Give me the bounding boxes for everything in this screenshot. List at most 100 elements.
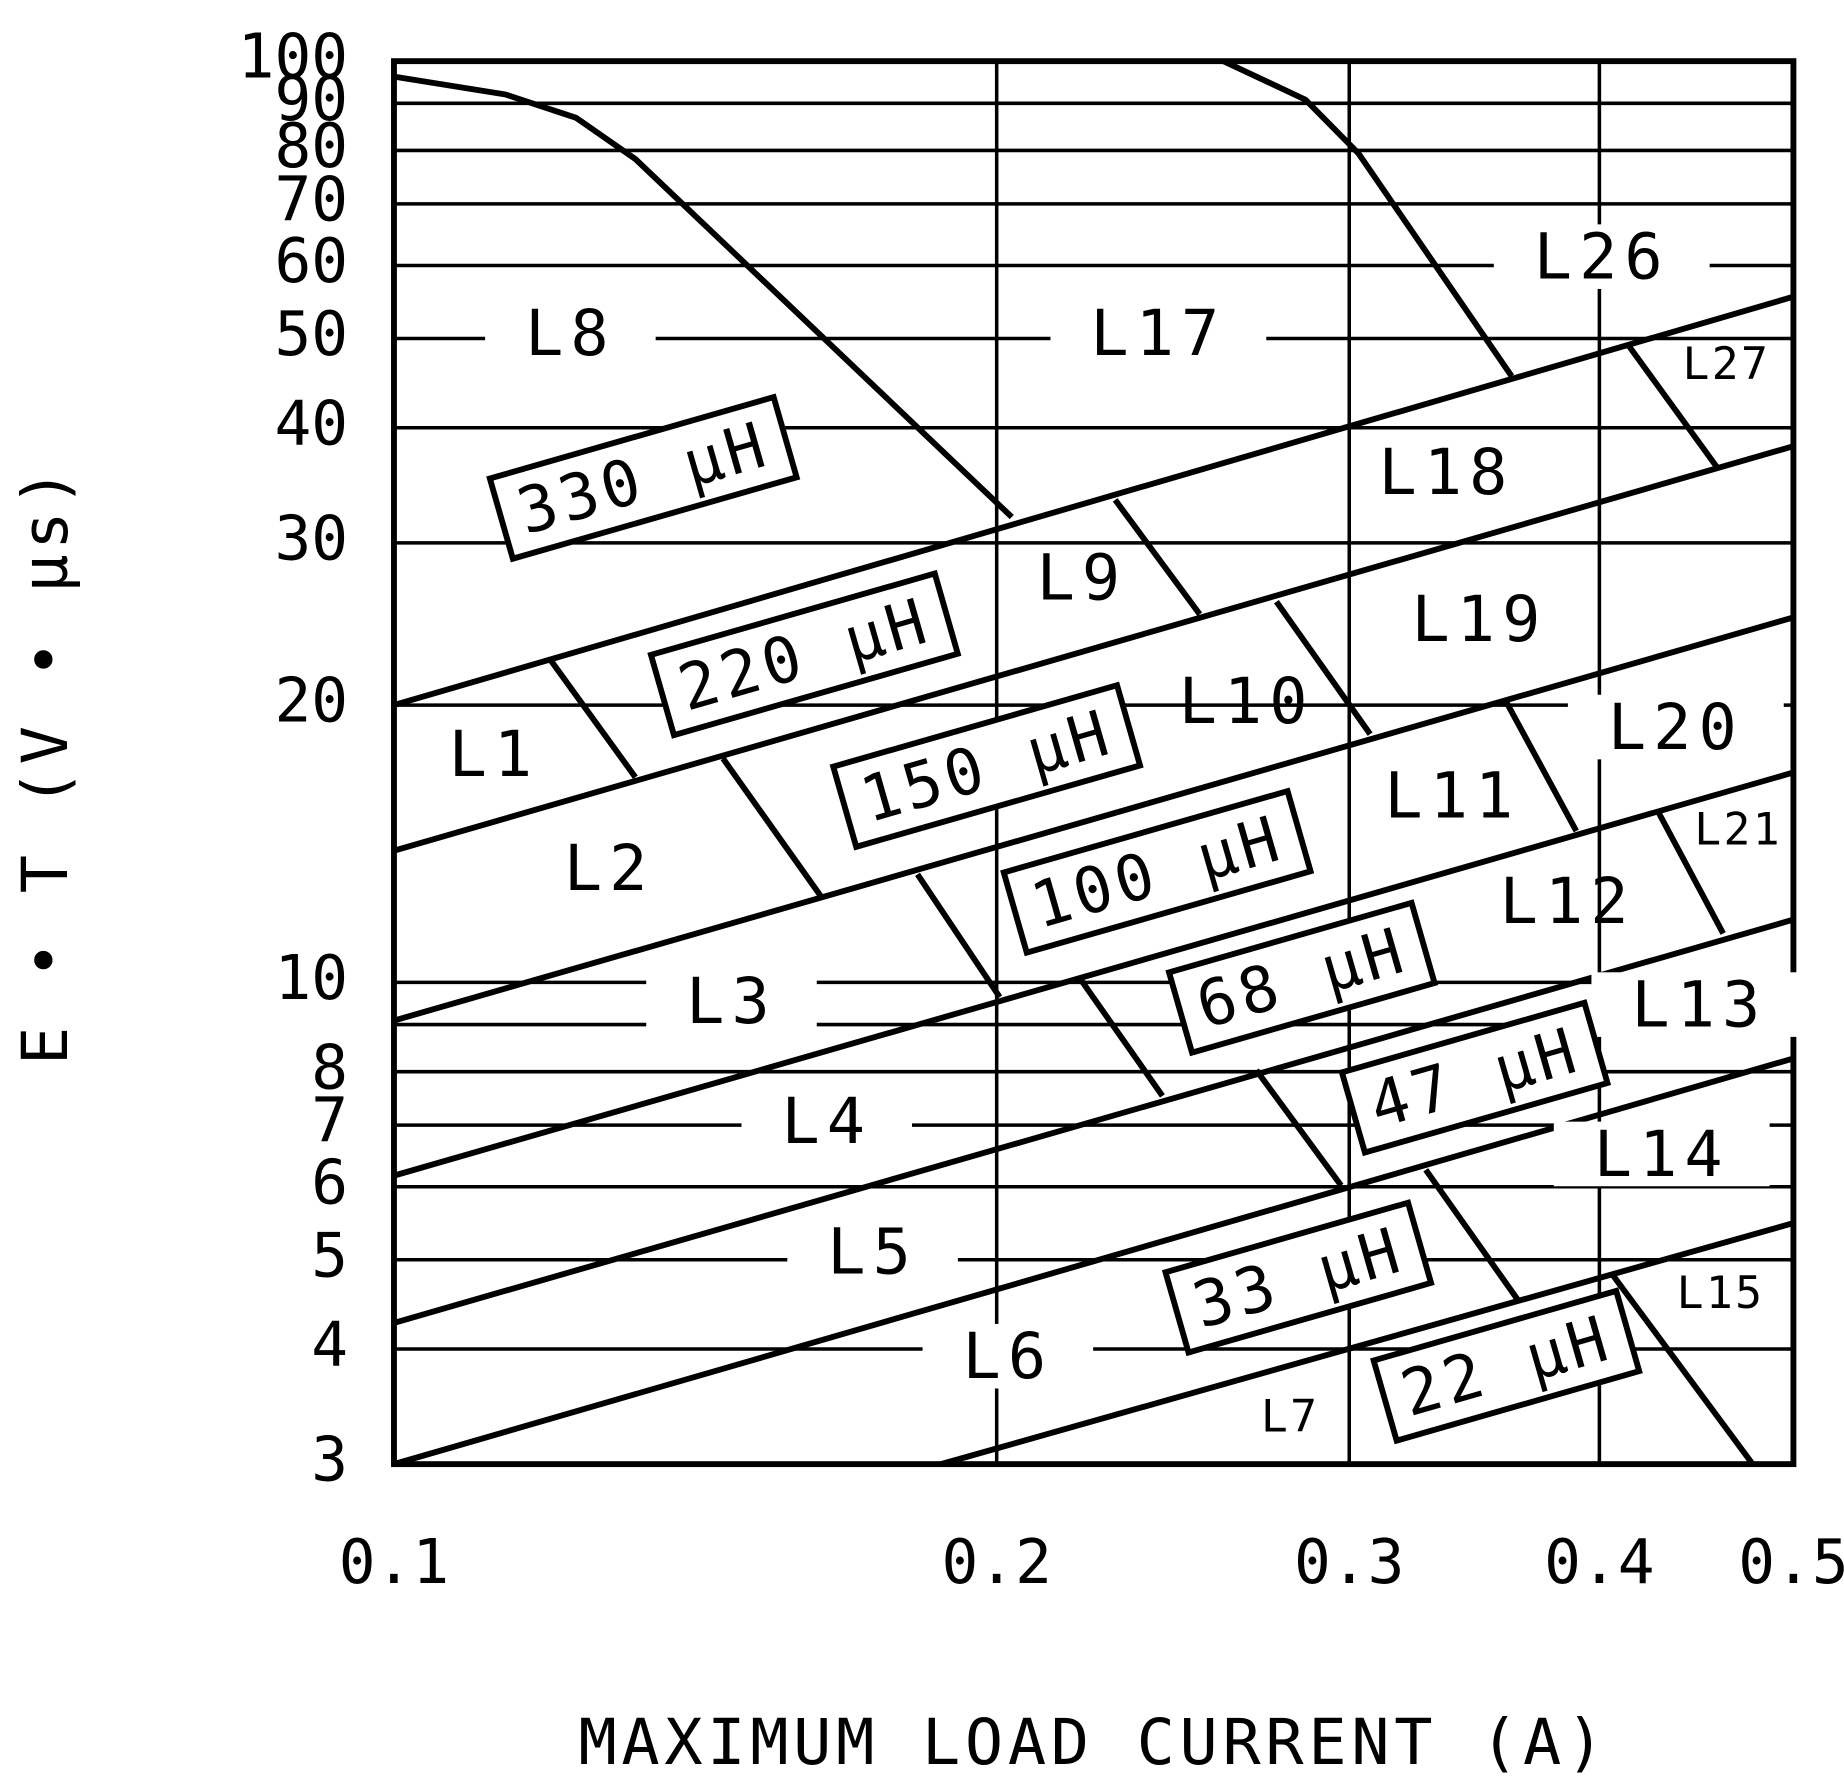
boundary-line [393,73,1014,520]
region-label-group: L7 [1261,1390,1319,1442]
boundary-line [915,872,1003,999]
y-tick-label: 60 [274,226,348,297]
region-label: L14 [1594,1117,1730,1191]
boundary-line [547,658,638,779]
boundary-line [393,769,1795,1179]
y-tick-label: 10 [274,943,348,1014]
region-label: L11 [1384,758,1520,832]
y-tick-label: 4 [311,1310,348,1381]
region-label: L19 [1411,582,1547,656]
region-label-group: L21 [1694,804,1782,856]
boundary-line [1609,1271,1756,1466]
region-label: L10 [1179,664,1315,738]
y-tick-label: 80 [274,111,348,182]
y-tick-label: 90 [274,64,348,135]
region-label: L7 [1261,1390,1319,1442]
label-background [741,1088,913,1154]
boundary-line [1655,810,1726,935]
inductance-label: 100 µH [1023,801,1291,943]
label-background [1553,1121,1770,1187]
region-label: L21 [1694,804,1782,856]
y-axis-label: E • T (V • µs) [8,464,82,1065]
label-background [787,1219,958,1284]
label-background [1493,224,1710,289]
plot-frame [391,58,1797,1468]
boundary-line [720,756,824,899]
region-label: L1 [449,717,540,791]
x-axis-label: MAXIMUM LOAD CURRENT (A) [578,1705,1608,1779]
y-tick-label: 30 [274,503,348,574]
x-tick-label: 0.5 [1738,1527,1844,1598]
y-tick-label: 6 [311,1147,348,1218]
region-label: L20 [1608,690,1744,764]
region-label-group: L10 [1179,664,1315,738]
region-label-group: L17 [1050,296,1267,370]
region-label-group: L11 [1384,758,1520,832]
y-tick-label: 3 [311,1425,348,1496]
region-label: L6 [963,1319,1054,1393]
y-tick-label: 70 [274,164,348,235]
inductance-label: 150 µH [853,695,1121,837]
region-label-group: L5 [787,1215,958,1289]
region-label-group: L6 [922,1319,1094,1393]
region-label-group: L26 [1493,220,1710,294]
boundary-line [393,916,1795,1326]
inductance-label-group: 330 µH [486,393,801,563]
region-label-group: L4 [741,1084,913,1158]
region-label-group: L18 [1379,435,1508,509]
x-tick-label: 0.3 [1294,1527,1404,1598]
region-label: L27 [1683,338,1771,390]
boundary-line [1423,1168,1520,1301]
boundary-line [1503,699,1579,833]
label-background [922,1323,1094,1389]
inductance-box [1370,1287,1643,1445]
y-tick-label: 5 [311,1220,348,1291]
region-label: L3 [686,964,777,1038]
region-label-group: L3 [646,964,817,1038]
y-tick-label: 20 [274,666,348,737]
inductance-box [1161,1199,1435,1357]
region-label: L4 [781,1084,872,1158]
region-label: L8 [525,296,616,370]
inductance-box [486,393,801,563]
x-tick-label: 0.4 [1544,1527,1654,1598]
inductance-label-group: 68 µH [1165,899,1439,1057]
region-label: L5 [827,1215,918,1289]
x-tick-label: 0.1 [339,1527,449,1598]
inductance-box [1338,999,1612,1157]
inductance-label-group: 220 µH [647,569,962,739]
y-tick-label: 50 [274,299,348,370]
region-label-group: L15 [1677,1267,1762,1319]
boundary-line [1274,599,1373,736]
boundary-line [940,1220,1795,1467]
y-tick-label: 7 [311,1086,348,1157]
region-label-group: L13 [1591,968,1808,1042]
boundary-line [393,293,1795,708]
region-label-group: L9 [1037,541,1128,615]
region-label: L13 [1631,968,1767,1042]
y-tick-label: 100 [238,22,348,93]
region-label: L12 [1500,864,1636,938]
inductance-box [1165,899,1439,1057]
inductance-label-group: 33 µH [1161,1199,1435,1357]
inductance-box [647,569,962,739]
region-label-group: L12 [1500,864,1636,938]
boundary-line [393,614,1795,1024]
region-label: L2 [564,831,655,905]
y-tick-label: 40 [274,388,348,459]
inductance-box [1000,787,1315,957]
region-label-group: L2 [564,831,655,905]
x-tick-label: 0.2 [941,1527,1051,1598]
region-label-group: L27 [1683,338,1771,390]
region-label: L9 [1037,541,1128,615]
region-label-group: L19 [1411,582,1547,656]
region-label: L26 [1534,220,1670,294]
region-label-group: L8 [485,296,656,370]
region-label-group: L1 [449,717,540,791]
inductance-box [829,681,1144,851]
region-label-group: L20 [1567,690,1784,764]
y-tick-label: 8 [311,1032,348,1103]
inductance-label-group: 100 µH [1000,787,1315,957]
label-background [646,968,817,1034]
